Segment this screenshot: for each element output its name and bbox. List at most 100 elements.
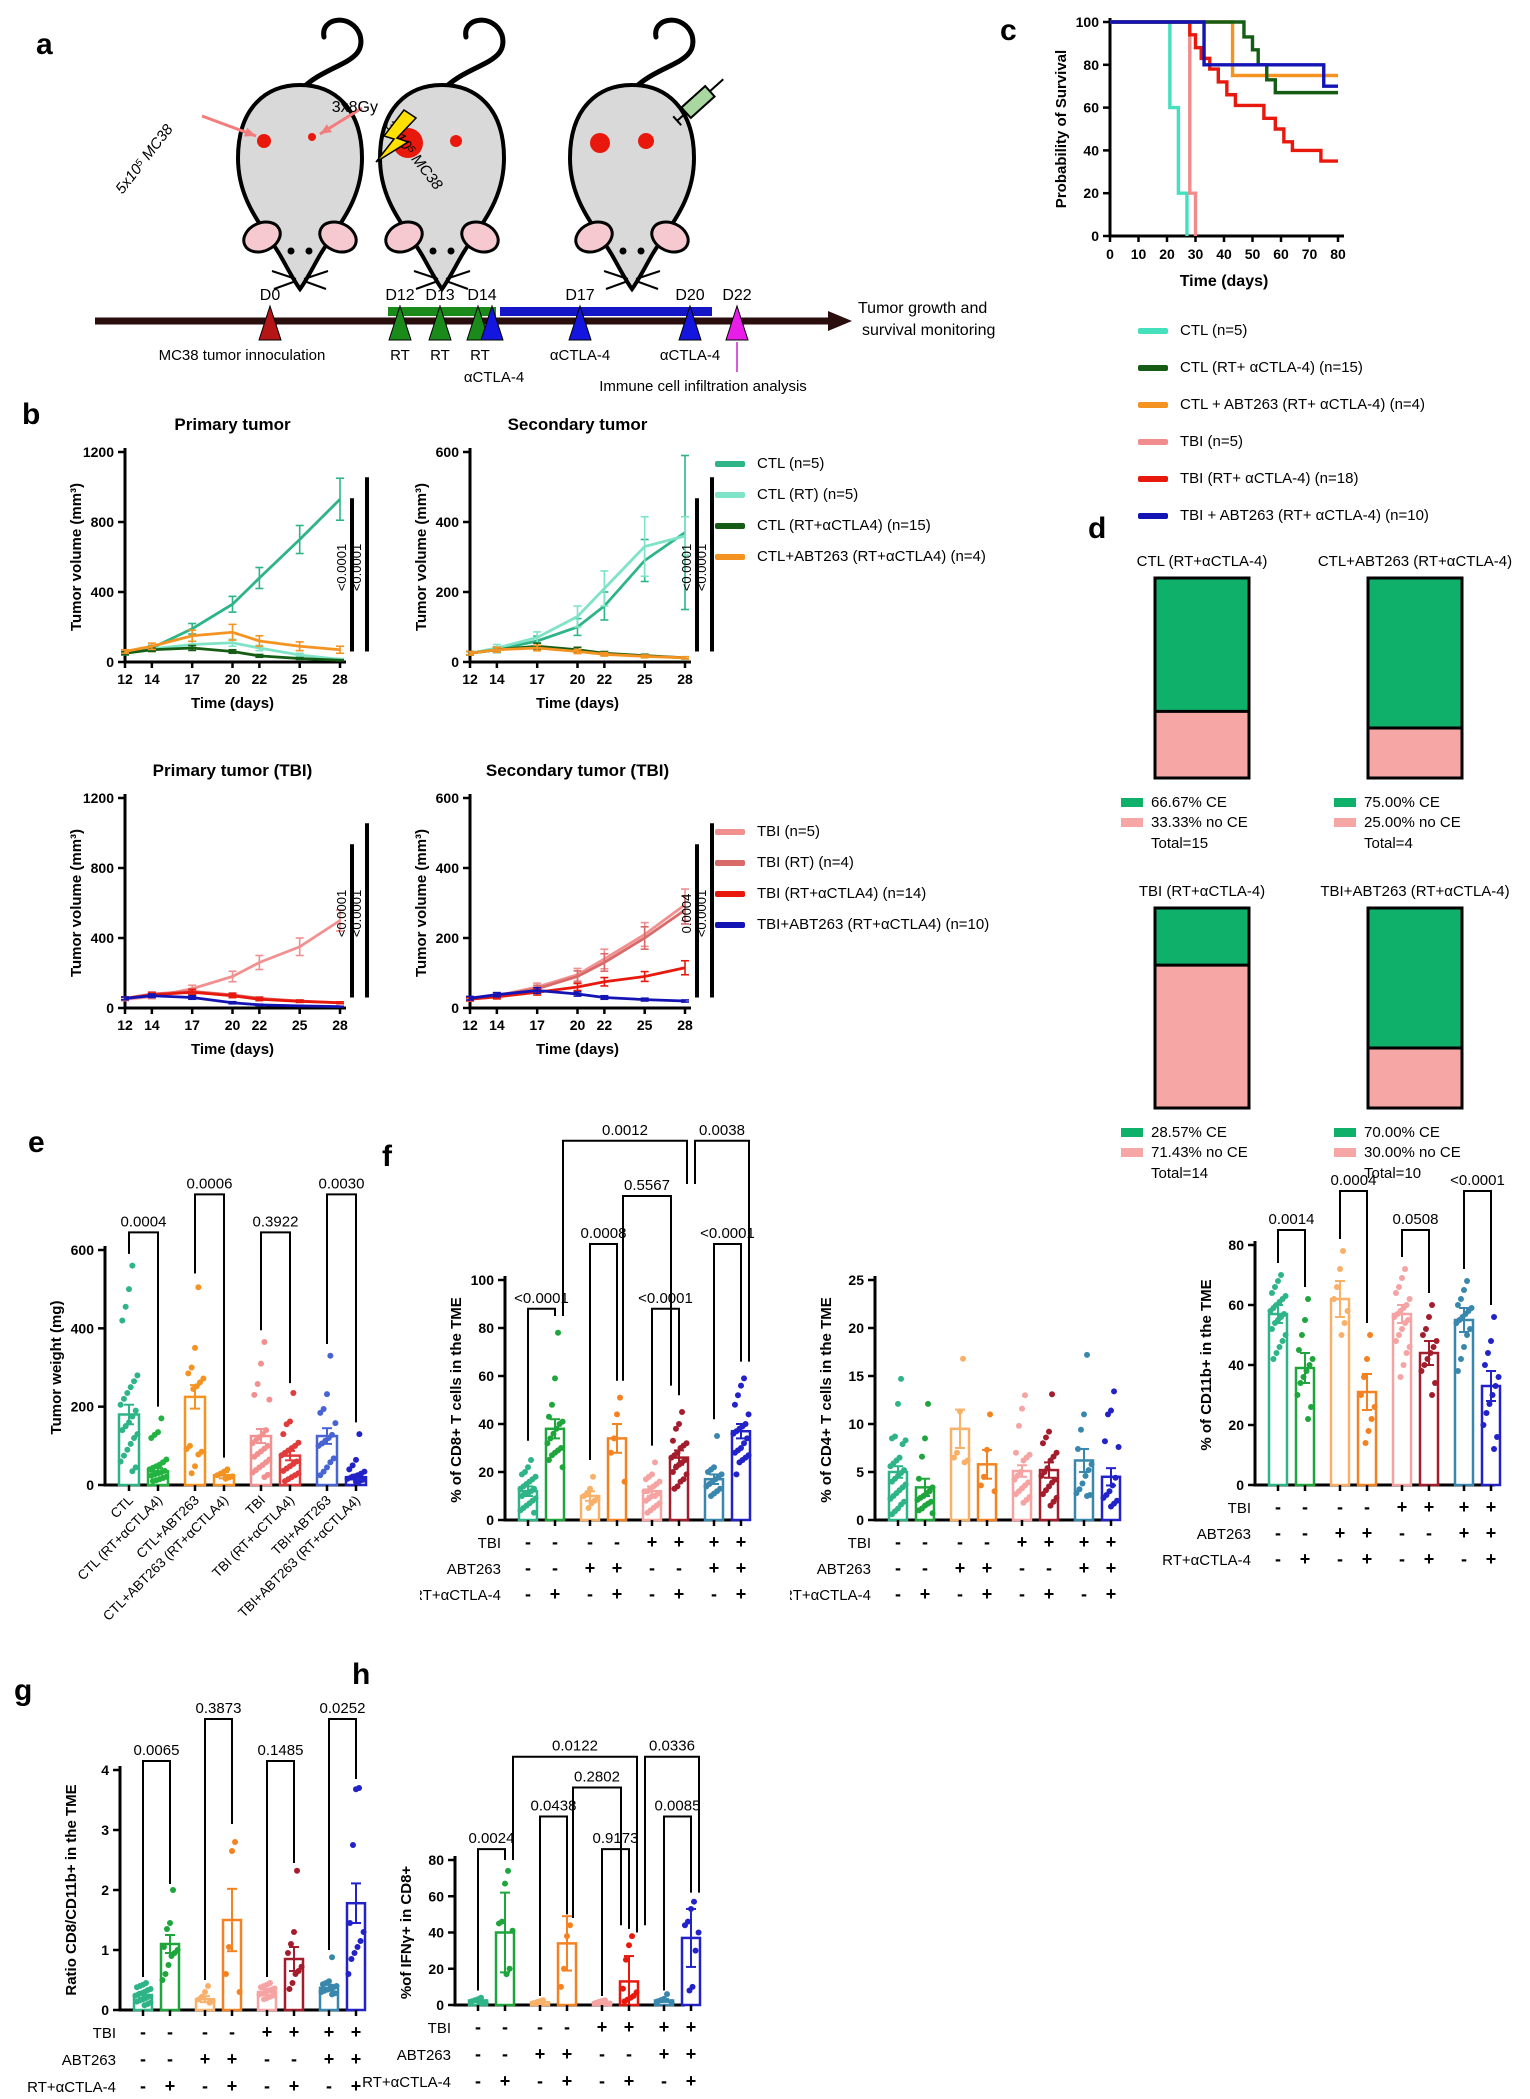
svg-text:0.0004: 0.0004 <box>679 894 694 934</box>
svg-text:+: + <box>736 1532 747 1552</box>
lightning-icon <box>375 108 418 163</box>
data-dot <box>1494 1434 1501 1440</box>
sig-bracket <box>527 1307 556 1441</box>
svg-text:0.0030: 0.0030 <box>319 1175 365 1192</box>
svg-text:RT+αCTLA-4: RT+αCTLA-4 <box>362 2074 451 2091</box>
panel-g-label: g <box>14 1674 33 1707</box>
svg-text:80: 80 <box>1083 57 1099 73</box>
data-dot <box>915 1507 922 1514</box>
data-dot <box>509 1927 516 1934</box>
svg-text:200: 200 <box>71 1399 95 1415</box>
svg-text:TBI: TBI <box>428 2020 451 2037</box>
data-dot <box>898 1375 905 1382</box>
sig-bracket <box>589 1243 618 1460</box>
svg-text:5x10⁵ MC38: 5x10⁵ MC38 <box>112 121 177 197</box>
data-dot <box>1079 1480 1086 1487</box>
svg-text:Ratio CD8/CD11b+ in the TME: Ratio CD8/CD11b+ in the TME <box>63 1784 80 1995</box>
data-dot <box>1049 1391 1056 1398</box>
svg-text:0.0508: 0.0508 <box>1393 1211 1439 1228</box>
data-dot <box>925 1400 932 1407</box>
data-dot <box>1480 1422 1487 1428</box>
svg-text:-: - <box>525 1532 531 1552</box>
data-dot <box>1433 1338 1440 1344</box>
data-dot <box>124 1446 131 1453</box>
no-ce-segment <box>1155 711 1249 778</box>
svg-text:-: - <box>1399 1549 1405 1569</box>
svg-text:0.1485: 0.1485 <box>258 1742 304 1759</box>
data-dot <box>1104 1411 1111 1418</box>
data-dot <box>517 1507 524 1514</box>
panel-d-label: d <box>1088 512 1107 545</box>
data-dot <box>1042 1434 1049 1441</box>
legend-survival: CTL (n=5) CTL (RT+ αCTLA-4) (n=15) CTL + A… <box>1138 322 1429 544</box>
data-dot <box>165 1962 172 1968</box>
data-dot <box>530 2000 537 2007</box>
data-dot <box>528 1457 535 1463</box>
data-dot <box>167 1920 173 1926</box>
svg-text:0.0004: 0.0004 <box>1331 1172 1377 1189</box>
data-dot <box>547 1435 554 1442</box>
data-dot <box>280 1467 287 1474</box>
legend-swatch <box>1138 512 1168 519</box>
data-dot <box>1305 1416 1312 1422</box>
svg-text:Primary tumor: Primary tumor <box>174 415 291 434</box>
svg-text:600: 600 <box>436 444 460 460</box>
data-dot <box>1486 1401 1493 1407</box>
svg-text:+: + <box>1459 1497 1470 1517</box>
data-dot <box>1492 1383 1499 1389</box>
svg-text:+: + <box>1362 1523 1373 1543</box>
svg-text:+: + <box>1044 1584 1055 1604</box>
tumor-dot <box>590 133 610 153</box>
data-dot <box>1426 1314 1432 1320</box>
svg-text:+: + <box>982 1558 993 1578</box>
legend-label: TBI+ABT263 (RT+αCTLA4) (n=10) <box>757 916 990 933</box>
svg-text:0.0085: 0.0085 <box>655 1798 701 1815</box>
data-dot <box>1270 1356 1277 1362</box>
data-dot <box>1047 1502 1054 1509</box>
svg-text:αCTLA-4: αCTLA-4 <box>464 369 524 386</box>
legend-swatch <box>1138 438 1168 445</box>
data-dot <box>1344 1308 1351 1314</box>
data-dot <box>1406 1344 1413 1350</box>
mouse-ear <box>460 220 500 254</box>
data-dot <box>345 1971 352 1977</box>
data-dot <box>887 1495 894 1502</box>
svg-text:Total=4: Total=4 <box>1364 835 1413 852</box>
data-dot <box>357 1938 364 1944</box>
svg-text:12: 12 <box>117 1017 133 1033</box>
timeline-marker <box>428 304 452 341</box>
svg-text:-: - <box>661 2071 667 2091</box>
data-dot <box>745 1411 752 1418</box>
svg-text:% of CD11b+ in the TME: % of CD11b+ in the TME <box>1198 1279 1215 1450</box>
data-dot <box>283 1421 290 1428</box>
data-dot <box>1295 1347 1302 1353</box>
svg-text:22: 22 <box>252 1017 268 1033</box>
data-dot <box>677 1478 684 1485</box>
data-dot <box>1337 1266 1343 1272</box>
legend-item: TBI (RT+ αCTLA-4) (n=18) <box>1138 470 1429 487</box>
svg-text:28: 28 <box>332 1017 348 1033</box>
legend-swatch <box>1138 475 1168 482</box>
legend-label: CTL (RT+ αCTLA-4) (n=15) <box>1180 359 1363 376</box>
data-dot <box>1300 1374 1307 1380</box>
data-dot <box>929 1510 936 1517</box>
timeline-marker <box>725 304 749 341</box>
svg-text:-: - <box>649 1584 655 1604</box>
svg-text:+: + <box>736 1558 747 1578</box>
legend-swatch <box>715 828 745 835</box>
svg-text:+: + <box>200 2049 211 2069</box>
svg-text:ABT263: ABT263 <box>62 2052 116 2069</box>
data-dot <box>1429 1392 1436 1398</box>
svg-text:0.0038: 0.0038 <box>699 1122 745 1139</box>
data-dot <box>606 2000 613 2007</box>
data-dot <box>888 1478 895 1485</box>
bar <box>1329 1297 1351 1487</box>
svg-text:20: 20 <box>478 1464 494 1480</box>
svg-text:70: 70 <box>1302 246 1318 262</box>
svg-text:+: + <box>1335 1523 1346 1543</box>
ce-segment <box>1155 578 1249 712</box>
chart-survival: 0 20 40 60 80 100 Probability of Survival 0 10 20… <box>1028 8 1373 318</box>
svg-text:80: 80 <box>428 1852 444 1868</box>
data-dot <box>132 1464 139 1471</box>
